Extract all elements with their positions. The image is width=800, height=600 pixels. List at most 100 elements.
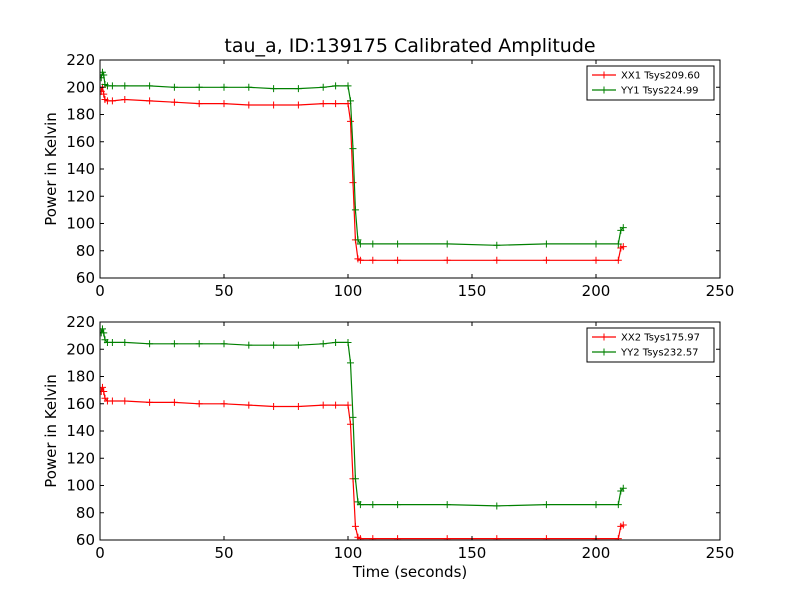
data-point: [349, 179, 357, 187]
data-point: [100, 71, 108, 79]
data-point: [619, 243, 627, 251]
data-point: [592, 501, 600, 509]
data-point: [220, 400, 228, 408]
data-point: [349, 145, 357, 153]
data-point: [443, 240, 451, 248]
data-point: [245, 101, 253, 109]
data-point: [356, 535, 364, 540]
y-tick-label: 120: [66, 449, 95, 467]
data-point: [332, 82, 340, 90]
series-1: [100, 83, 627, 264]
legend-label: YY2 Tsys232.57: [620, 348, 699, 359]
y-tick-label: 120: [66, 187, 95, 205]
data-point: [394, 535, 402, 540]
data-point: [146, 97, 154, 105]
x-tick-label: 150: [458, 544, 487, 562]
data-point: [614, 535, 622, 540]
data-point: [542, 240, 550, 248]
y-tick-label: 180: [66, 106, 95, 124]
y-tick-label: 100: [66, 477, 95, 495]
data-point: [356, 256, 364, 264]
y-tick-label: 200: [66, 78, 95, 96]
data-point: [100, 90, 108, 98]
x-tick-label: 200: [582, 282, 611, 300]
data-point: [614, 240, 622, 248]
data-point: [394, 240, 402, 248]
data-point: [245, 341, 253, 349]
x-tick-label: 200: [582, 544, 611, 562]
chart-bottom: 0 50 100 150 200 250 60 80 100 120 140 160 180 200 220…: [42, 313, 734, 581]
y-tick-label: 100: [66, 215, 95, 233]
data-point: [245, 401, 253, 409]
data-point: [344, 82, 352, 90]
data-point: [270, 341, 278, 349]
data-point: [369, 240, 377, 248]
data-point: [332, 100, 340, 108]
series-2: [100, 68, 627, 249]
data-point: [170, 340, 178, 348]
legend-marker: [600, 71, 608, 79]
data-point: [195, 340, 203, 348]
data-point: [146, 398, 154, 406]
data-point: [493, 256, 501, 264]
data-point: [356, 240, 364, 248]
y-tick-label: 220: [66, 51, 95, 69]
data-point: [351, 206, 359, 214]
data-point: [443, 256, 451, 264]
y-tick-label: 140: [66, 160, 95, 178]
legend-box: [586, 327, 715, 363]
y-axis-label: Power in Kelvin: [42, 112, 60, 226]
data-point: [319, 100, 327, 108]
chart-title: tau_a, ID:139175 Calibrated Amplitude: [224, 35, 595, 57]
data-point: [121, 82, 129, 90]
data-point: [100, 329, 108, 337]
data-point: [592, 256, 600, 264]
data-point: [369, 501, 377, 509]
data-point: [369, 535, 377, 540]
y-tick-label: 80: [76, 242, 95, 260]
data-point: [170, 98, 178, 106]
y-tick-label: 180: [66, 368, 95, 386]
y-tick-label: 60: [76, 269, 95, 287]
legend-marker: [600, 348, 608, 356]
data-point: [170, 398, 178, 406]
data-point: [394, 256, 402, 264]
data-point: [108, 82, 116, 90]
data-point: [614, 501, 622, 509]
x-tick-label: 0: [95, 544, 105, 562]
data-point: [108, 97, 116, 105]
data-point: [319, 340, 327, 348]
data-point: [346, 359, 354, 367]
y-tick-label: 200: [66, 340, 95, 358]
data-point: [349, 413, 357, 421]
data-point: [270, 85, 278, 93]
x-tick-label: 250: [706, 282, 735, 300]
data-point: [195, 400, 203, 408]
legend: XX2 Tsys175.97 YY2 Tsys232.57: [586, 327, 715, 363]
x-tick-label: 0: [95, 282, 105, 300]
data-point: [170, 83, 178, 91]
data-point: [351, 475, 359, 483]
data-point: [394, 501, 402, 509]
data-point: [344, 338, 352, 346]
x-axis-label: Time (seconds): [352, 563, 468, 581]
legend-box: [586, 65, 715, 101]
legend-marker: [600, 333, 608, 341]
data-point: [614, 256, 622, 264]
y-tick-label: 140: [66, 422, 95, 440]
series-2: [100, 325, 627, 510]
y-tick-label: 220: [66, 313, 95, 331]
data-point: [108, 397, 116, 405]
data-point: [294, 101, 302, 109]
data-point: [319, 401, 327, 409]
data-point: [344, 401, 352, 409]
data-point: [443, 535, 451, 540]
legend-label: YY1 Tsys224.99: [620, 86, 699, 97]
chart-top: 0 50 100 150 200 250 60 80 100 120 140 160 180 200 220…: [42, 35, 734, 300]
data-point: [195, 100, 203, 108]
x-tick-label: 50: [214, 544, 233, 562]
data-point: [619, 521, 627, 529]
data-point: [146, 340, 154, 348]
data-point: [121, 397, 129, 405]
